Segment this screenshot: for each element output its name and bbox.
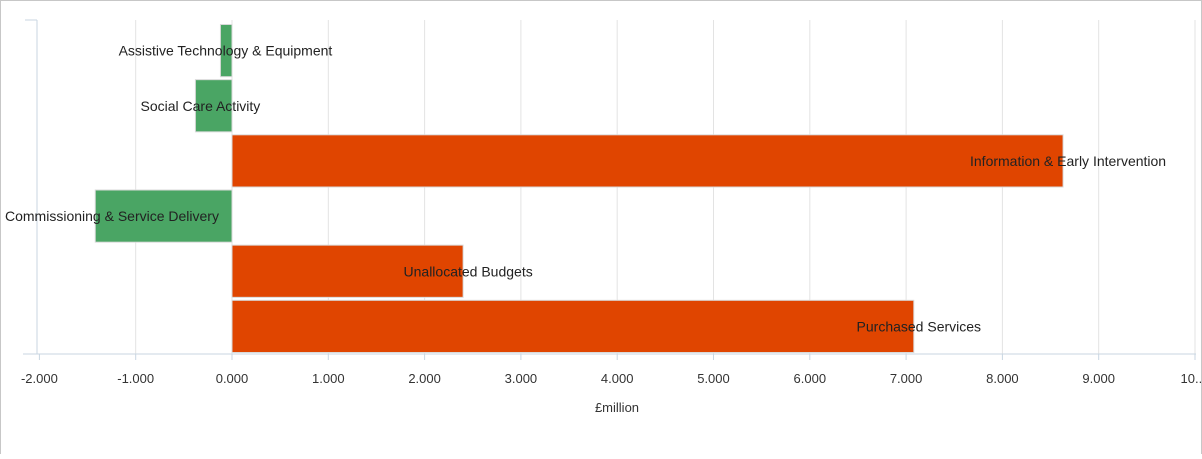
bar-labels: Assistive Technology & Equipment Social C…: [5, 43, 1166, 335]
x-tick-label: 8.000: [986, 371, 1019, 386]
x-tick-labels: -2.000 -1.000 0.000 1.000 2.000 3.000 4.000 5.0…: [21, 354, 1202, 386]
bar-label: Information & Early Intervention: [970, 153, 1166, 169]
x-tick-label: 3.000: [505, 371, 538, 386]
bar[interactable]: [231, 299, 915, 354]
bar-label: Social Care Activity: [140, 98, 260, 114]
x-tick-label: -1.000: [117, 371, 154, 386]
x-tick-label: 1.000: [312, 371, 345, 386]
x-tick-label: 10....: [1181, 371, 1201, 386]
bar-label: Assistive Technology & Equipment: [119, 43, 333, 59]
x-tick-label: 9.000: [1082, 371, 1115, 386]
bars: [94, 24, 1064, 354]
bar[interactable]: [94, 189, 233, 243]
x-tick-label: 4.000: [601, 371, 634, 386]
bar[interactable]: [231, 134, 1064, 188]
axes: [23, 19, 1196, 355]
x-tick-label: 5.000: [697, 371, 730, 386]
x-axis-title: £million: [595, 400, 639, 415]
x-tick-label: 2.000: [408, 371, 441, 386]
bar-label: Commissioning & Service Delivery: [5, 208, 219, 224]
bar-label: Purchased Services: [857, 318, 982, 334]
bar[interactable]: [231, 244, 464, 298]
bar-label: Unallocated Budgets: [404, 263, 533, 279]
bar[interactable]: [194, 79, 233, 133]
bar[interactable]: [219, 24, 233, 78]
x-tick-label: 7.000: [890, 371, 923, 386]
x-tick-label: -2.000: [21, 371, 58, 386]
x-tick-label: 6.000: [794, 371, 827, 386]
x-tick-label: 0.000: [216, 371, 249, 386]
